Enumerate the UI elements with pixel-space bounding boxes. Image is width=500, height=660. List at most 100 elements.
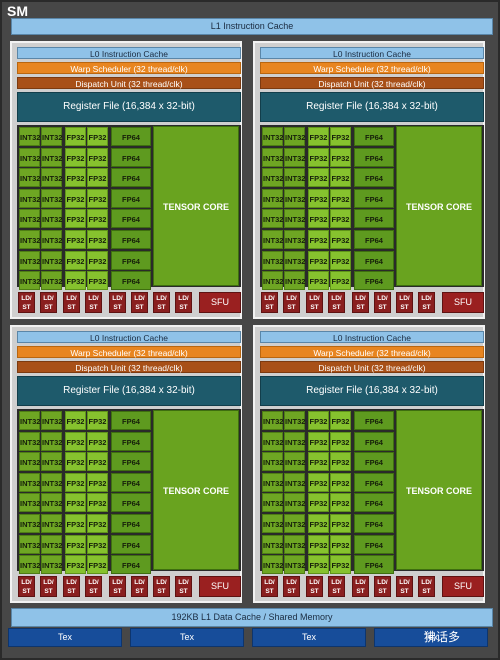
- fp64-core: FP64: [111, 147, 151, 167]
- int32-core: INT32: [284, 472, 305, 492]
- fp64-core: FP64: [111, 493, 151, 513]
- int32-core: INT32: [19, 452, 40, 472]
- warp-scheduler: Warp Scheduler (32 thread/clk): [260, 62, 484, 74]
- fp32-core: FP32: [65, 493, 86, 513]
- fp64-core: FP64: [354, 472, 394, 492]
- ld-st-unit: LD/ ST: [63, 292, 80, 313]
- fp32-core: FP32: [65, 250, 86, 270]
- ld-st-unit: LD/ ST: [283, 576, 300, 597]
- fp32-core: FP32: [87, 209, 108, 229]
- int32-core: INT32: [19, 493, 40, 513]
- int32-core: INT32: [19, 209, 40, 229]
- fp32-core: FP32: [65, 514, 86, 533]
- warp-scheduler: Warp Scheduler (32 thread/clk): [17, 62, 241, 74]
- int32-core: INT32: [41, 230, 62, 249]
- fp64-core: FP64: [354, 514, 394, 533]
- fp32-core: FP32: [87, 147, 108, 167]
- int32-core: INT32: [284, 209, 305, 229]
- fp32-core: FP32: [65, 168, 86, 188]
- ld-st-label: LD/ ST: [286, 579, 297, 595]
- ld-st-unit: LD/ ST: [396, 292, 413, 313]
- fp64-core: FP64: [111, 411, 151, 430]
- fp32-core: FP32: [308, 147, 329, 167]
- ld-st-unit: LD/ ST: [153, 292, 170, 313]
- int32-core: INT32: [284, 534, 305, 554]
- ld-st-unit: LD/ ST: [40, 292, 57, 313]
- int32-core: INT32: [284, 188, 305, 208]
- fp32-core: FP32: [308, 534, 329, 554]
- fp64-core: FP64: [111, 168, 151, 188]
- fp32-core: FP32: [87, 534, 108, 554]
- ld-st-label: LD/ ST: [355, 295, 366, 311]
- fp32-core: FP32: [87, 555, 108, 575]
- fp32-core: FP32: [308, 493, 329, 513]
- fp32-core: FP32: [87, 514, 108, 533]
- int32-core: INT32: [262, 271, 283, 291]
- fp32-core: FP32: [308, 127, 329, 146]
- warp-scheduler: Warp Scheduler (32 thread/clk): [260, 346, 484, 358]
- fp32-core: FP32: [87, 127, 108, 146]
- fp64-core: FP64: [111, 250, 151, 270]
- ld-st-label: LD/ ST: [399, 295, 410, 311]
- fp32-core: FP32: [65, 127, 86, 146]
- fp64-core: FP64: [111, 127, 151, 146]
- ld-st-label: LD/ ST: [43, 579, 54, 595]
- fp32-core: FP32: [87, 250, 108, 270]
- int32-core: INT32: [284, 431, 305, 451]
- fp32-core: FP32: [308, 230, 329, 249]
- fp32-core: FP32: [87, 493, 108, 513]
- sfu-unit: SFU: [199, 292, 241, 313]
- fp64-core: FP64: [354, 230, 394, 249]
- int32-core: INT32: [19, 514, 40, 533]
- ld-st-unit: LD/ ST: [306, 576, 323, 597]
- fp64-core: FP64: [354, 127, 394, 146]
- fp32-core: FP32: [308, 472, 329, 492]
- register-file: Register File (16,384 x 32-bit): [17, 92, 241, 122]
- ld-st-unit: LD/ ST: [352, 292, 369, 313]
- fp32-core: FP32: [65, 147, 86, 167]
- int32-core: INT32: [284, 271, 305, 291]
- ld-st-label: LD/ ST: [286, 295, 297, 311]
- fp32-core: FP32: [308, 168, 329, 188]
- ld-st-unit: LD/ ST: [418, 576, 435, 597]
- ld-st-label: LD/ ST: [355, 579, 366, 595]
- fp64-core: FP64: [111, 555, 151, 575]
- ld-st-label: LD/ ST: [88, 295, 99, 311]
- fp32-core: FP32: [308, 452, 329, 472]
- ld-st-label: LD/ ST: [156, 579, 167, 595]
- fp64-core: FP64: [111, 209, 151, 229]
- ld-st-label: LD/ ST: [66, 579, 77, 595]
- int32-core: INT32: [284, 493, 305, 513]
- processing-block: L0 Instruction Cache Warp Scheduler (32 t…: [253, 41, 485, 319]
- int32-core: INT32: [41, 493, 62, 513]
- fp32-core: FP32: [65, 452, 86, 472]
- ld-st-label: LD/ ST: [399, 579, 410, 595]
- l1-data-cache: 192KB L1 Data Cache / Shared Memory: [11, 608, 493, 627]
- int32-core: INT32: [19, 230, 40, 249]
- fp32-core: FP32: [308, 514, 329, 533]
- int32-core: INT32: [262, 431, 283, 451]
- int32-core: INT32: [284, 230, 305, 249]
- int32-core: INT32: [19, 534, 40, 554]
- l0-instruction-cache: L0 Instruction Cache: [260, 47, 484, 59]
- fp32-core: FP32: [330, 431, 351, 451]
- fp64-core: FP64: [354, 168, 394, 188]
- int32-core: INT32: [284, 250, 305, 270]
- ld-st-label: LD/ ST: [421, 579, 432, 595]
- fp32-core: FP32: [330, 127, 351, 146]
- tensor-core: TENSOR CORE: [153, 410, 239, 570]
- int32-core: INT32: [41, 514, 62, 533]
- fp32-core: FP32: [65, 188, 86, 208]
- fp64-core: FP64: [354, 209, 394, 229]
- fp32-core: FP32: [65, 209, 86, 229]
- ld-st-unit: LD/ ST: [418, 292, 435, 313]
- tex-unit: Tex: [252, 628, 366, 647]
- ld-st-unit: LD/ ST: [374, 292, 391, 313]
- int32-core: INT32: [284, 555, 305, 575]
- fp32-core: FP32: [308, 431, 329, 451]
- fp32-core: FP32: [330, 514, 351, 533]
- fp32-core: FP32: [87, 271, 108, 291]
- ld-st-label: LD/ ST: [377, 579, 388, 595]
- int32-core: INT32: [41, 188, 62, 208]
- fp64-core: FP64: [354, 188, 394, 208]
